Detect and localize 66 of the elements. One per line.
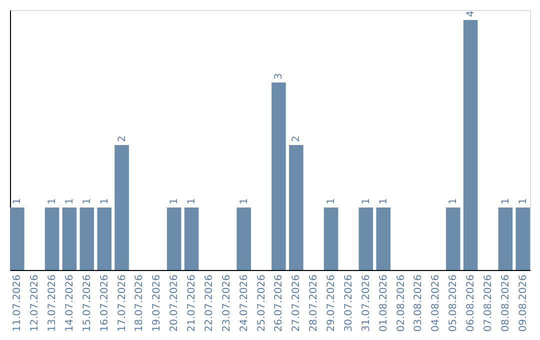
x-tick-label: 01.08.2026 [378, 274, 390, 332]
x-tick-label: 20.07.2026 [169, 274, 180, 332]
x-tick-label: 07.08.2026 [482, 274, 494, 332]
x-tick-label: 19.07.2026 [152, 274, 163, 332]
data-label: 2 [116, 136, 128, 142]
x-tick-label: 16.07.2026 [99, 274, 110, 332]
x-tick-label: 28.07.2026 [308, 274, 320, 332]
data-label: 1 [378, 198, 390, 204]
data-label: 1 [500, 198, 512, 204]
x-tick-label: 09.08.2026 [518, 274, 529, 332]
x-tick-label: 31.07.2026 [360, 274, 372, 332]
x-tick-label: 08.08.2026 [500, 274, 512, 332]
bar [376, 208, 390, 270]
x-tick-label: 17.07.2026 [116, 274, 128, 332]
bar [166, 208, 182, 270]
data-label: 1 [82, 198, 93, 204]
data-label: 1 [12, 198, 24, 204]
data-label: 1 [186, 198, 198, 204]
data-label: 1 [360, 198, 372, 204]
x-tick-label: 02.08.2026 [396, 274, 407, 332]
bar [516, 208, 530, 270]
data-label: 2 [291, 136, 302, 142]
data-label: 1 [238, 198, 250, 204]
bar [97, 208, 112, 270]
bar [10, 208, 24, 270]
bar [358, 208, 374, 270]
x-tick-label: 13.07.2026 [47, 274, 58, 332]
bar [498, 208, 513, 270]
x-tick-label: 03.08.2026 [413, 274, 424, 332]
x-tick-label: 14.07.2026 [64, 274, 76, 332]
bar [236, 208, 251, 270]
bar [289, 145, 304, 270]
bar [62, 208, 77, 270]
data-label: 1 [326, 198, 338, 204]
data-label: 1 [448, 198, 460, 204]
bar [446, 208, 460, 270]
x-tick-label: 26.07.2026 [274, 274, 285, 332]
bar [324, 208, 338, 270]
x-tick-label: 27.07.2026 [291, 274, 302, 332]
data-label: 1 [47, 198, 58, 204]
bar [184, 208, 199, 270]
data-label: 3 [274, 73, 285, 80]
x-tick-label: 23.07.2026 [221, 274, 232, 332]
bar [272, 82, 286, 270]
x-tick-label: 21.07.2026 [186, 274, 198, 332]
bar [44, 208, 60, 270]
data-label: 4 [466, 10, 477, 17]
x-tick-label: 22.07.2026 [204, 274, 215, 332]
x-tick-label: 29.07.2026 [326, 274, 338, 332]
x-tick-label: 25.07.2026 [256, 274, 268, 332]
data-label: 1 [64, 198, 76, 204]
bar [80, 208, 94, 270]
x-tick-label: 24.07.2026 [238, 274, 250, 332]
bar [114, 145, 129, 270]
data-label: 1 [169, 198, 180, 204]
x-tick-label: 30.07.2026 [343, 274, 354, 332]
x-tick-label: 15.07.2026 [82, 274, 93, 332]
x-tick-label: 05.08.2026 [448, 274, 460, 332]
bar [463, 20, 478, 270]
x-tick-label: 18.07.2026 [134, 274, 146, 332]
x-tick-label: 06.08.2026 [466, 274, 477, 332]
x-tick-label: 11.07.2026 [12, 274, 24, 332]
x-tick-label: 12.07.2026 [30, 274, 41, 332]
x-tick-label: 04.08.2026 [430, 274, 442, 332]
data-label: 1 [518, 198, 529, 204]
data-label: 1 [99, 198, 110, 204]
